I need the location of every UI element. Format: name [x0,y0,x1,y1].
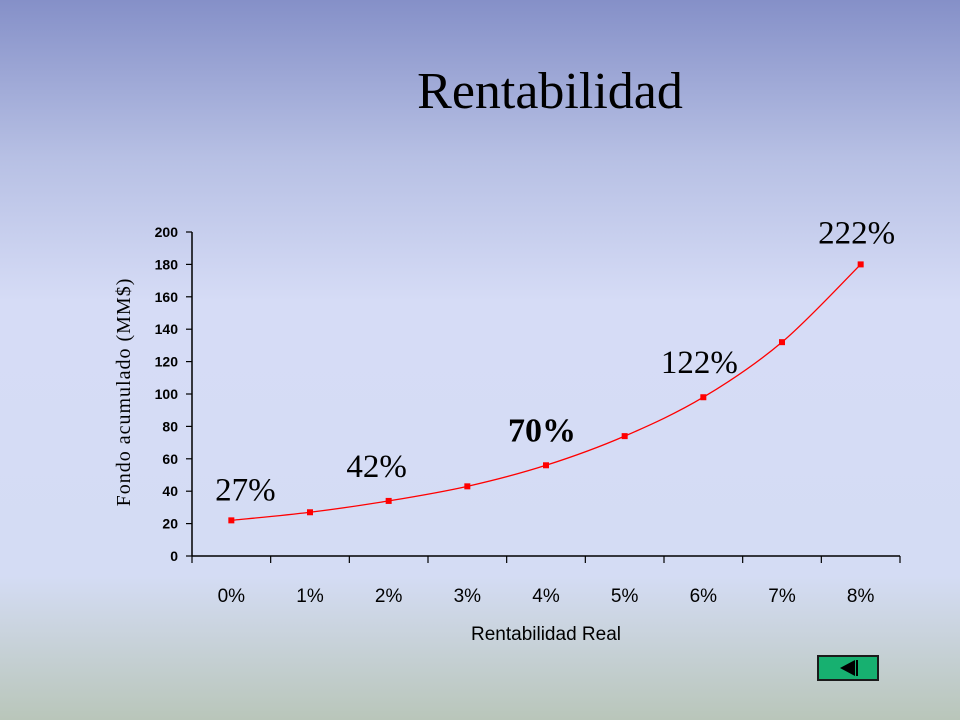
x-axis-label: Rentabilidad Real [471,624,621,645]
y-tick-label: 100 [155,386,179,402]
x-tick-label: 2% [375,586,403,607]
y-tick-label: 20 [162,516,178,532]
x-tick-label: 0% [218,586,246,607]
data-point [307,509,313,516]
x-tick-label: 6% [690,586,718,607]
annotation-label: 42% [346,449,407,485]
x-tick-label: 7% [768,586,796,607]
x-tick-label: 1% [296,586,324,607]
y-tick-label: 180 [155,256,179,272]
data-point [464,483,471,490]
x-tick-label: 3% [454,586,482,607]
back-triangle-icon [840,660,858,676]
y-axis-label: Fondo acumulado (MM$) [113,278,135,507]
x-tick-label: 4% [532,586,560,607]
y-tick-label: 40 [162,483,178,499]
annotation-label: 222% [818,215,895,251]
chart-axes: 0 20 40 60 80 100 120 140 160 180 200 0% 1% 2% 3% 4% 5% 6… [155,224,901,607]
data-point [621,433,628,440]
y-tick-label: 0 [170,548,178,564]
data-point [857,261,864,268]
y-tick-label: 120 [155,354,179,370]
y-tick-label: 200 [155,224,179,240]
data-point [779,339,785,346]
data-point [543,462,549,469]
back-button[interactable] [817,655,879,681]
y-tick-label: 60 [162,451,178,467]
annotation-label: 122% [661,345,738,381]
slide-title: Rentabilidad [417,63,683,120]
x-tick-label: 8% [847,586,875,607]
y-tick-label: 140 [155,321,179,337]
data-point [228,517,235,524]
y-tick-label: 80 [162,418,178,434]
annotation-label: 70% [508,412,576,449]
data-point [385,497,392,504]
series-line [231,263,862,522]
chart-marks: 27% 42% 70% 122% 222% [215,215,895,524]
x-tick-label: 5% [611,586,639,607]
y-tick-label: 160 [155,289,179,305]
data-point [700,394,707,401]
annotation-label: 27% [215,472,276,508]
